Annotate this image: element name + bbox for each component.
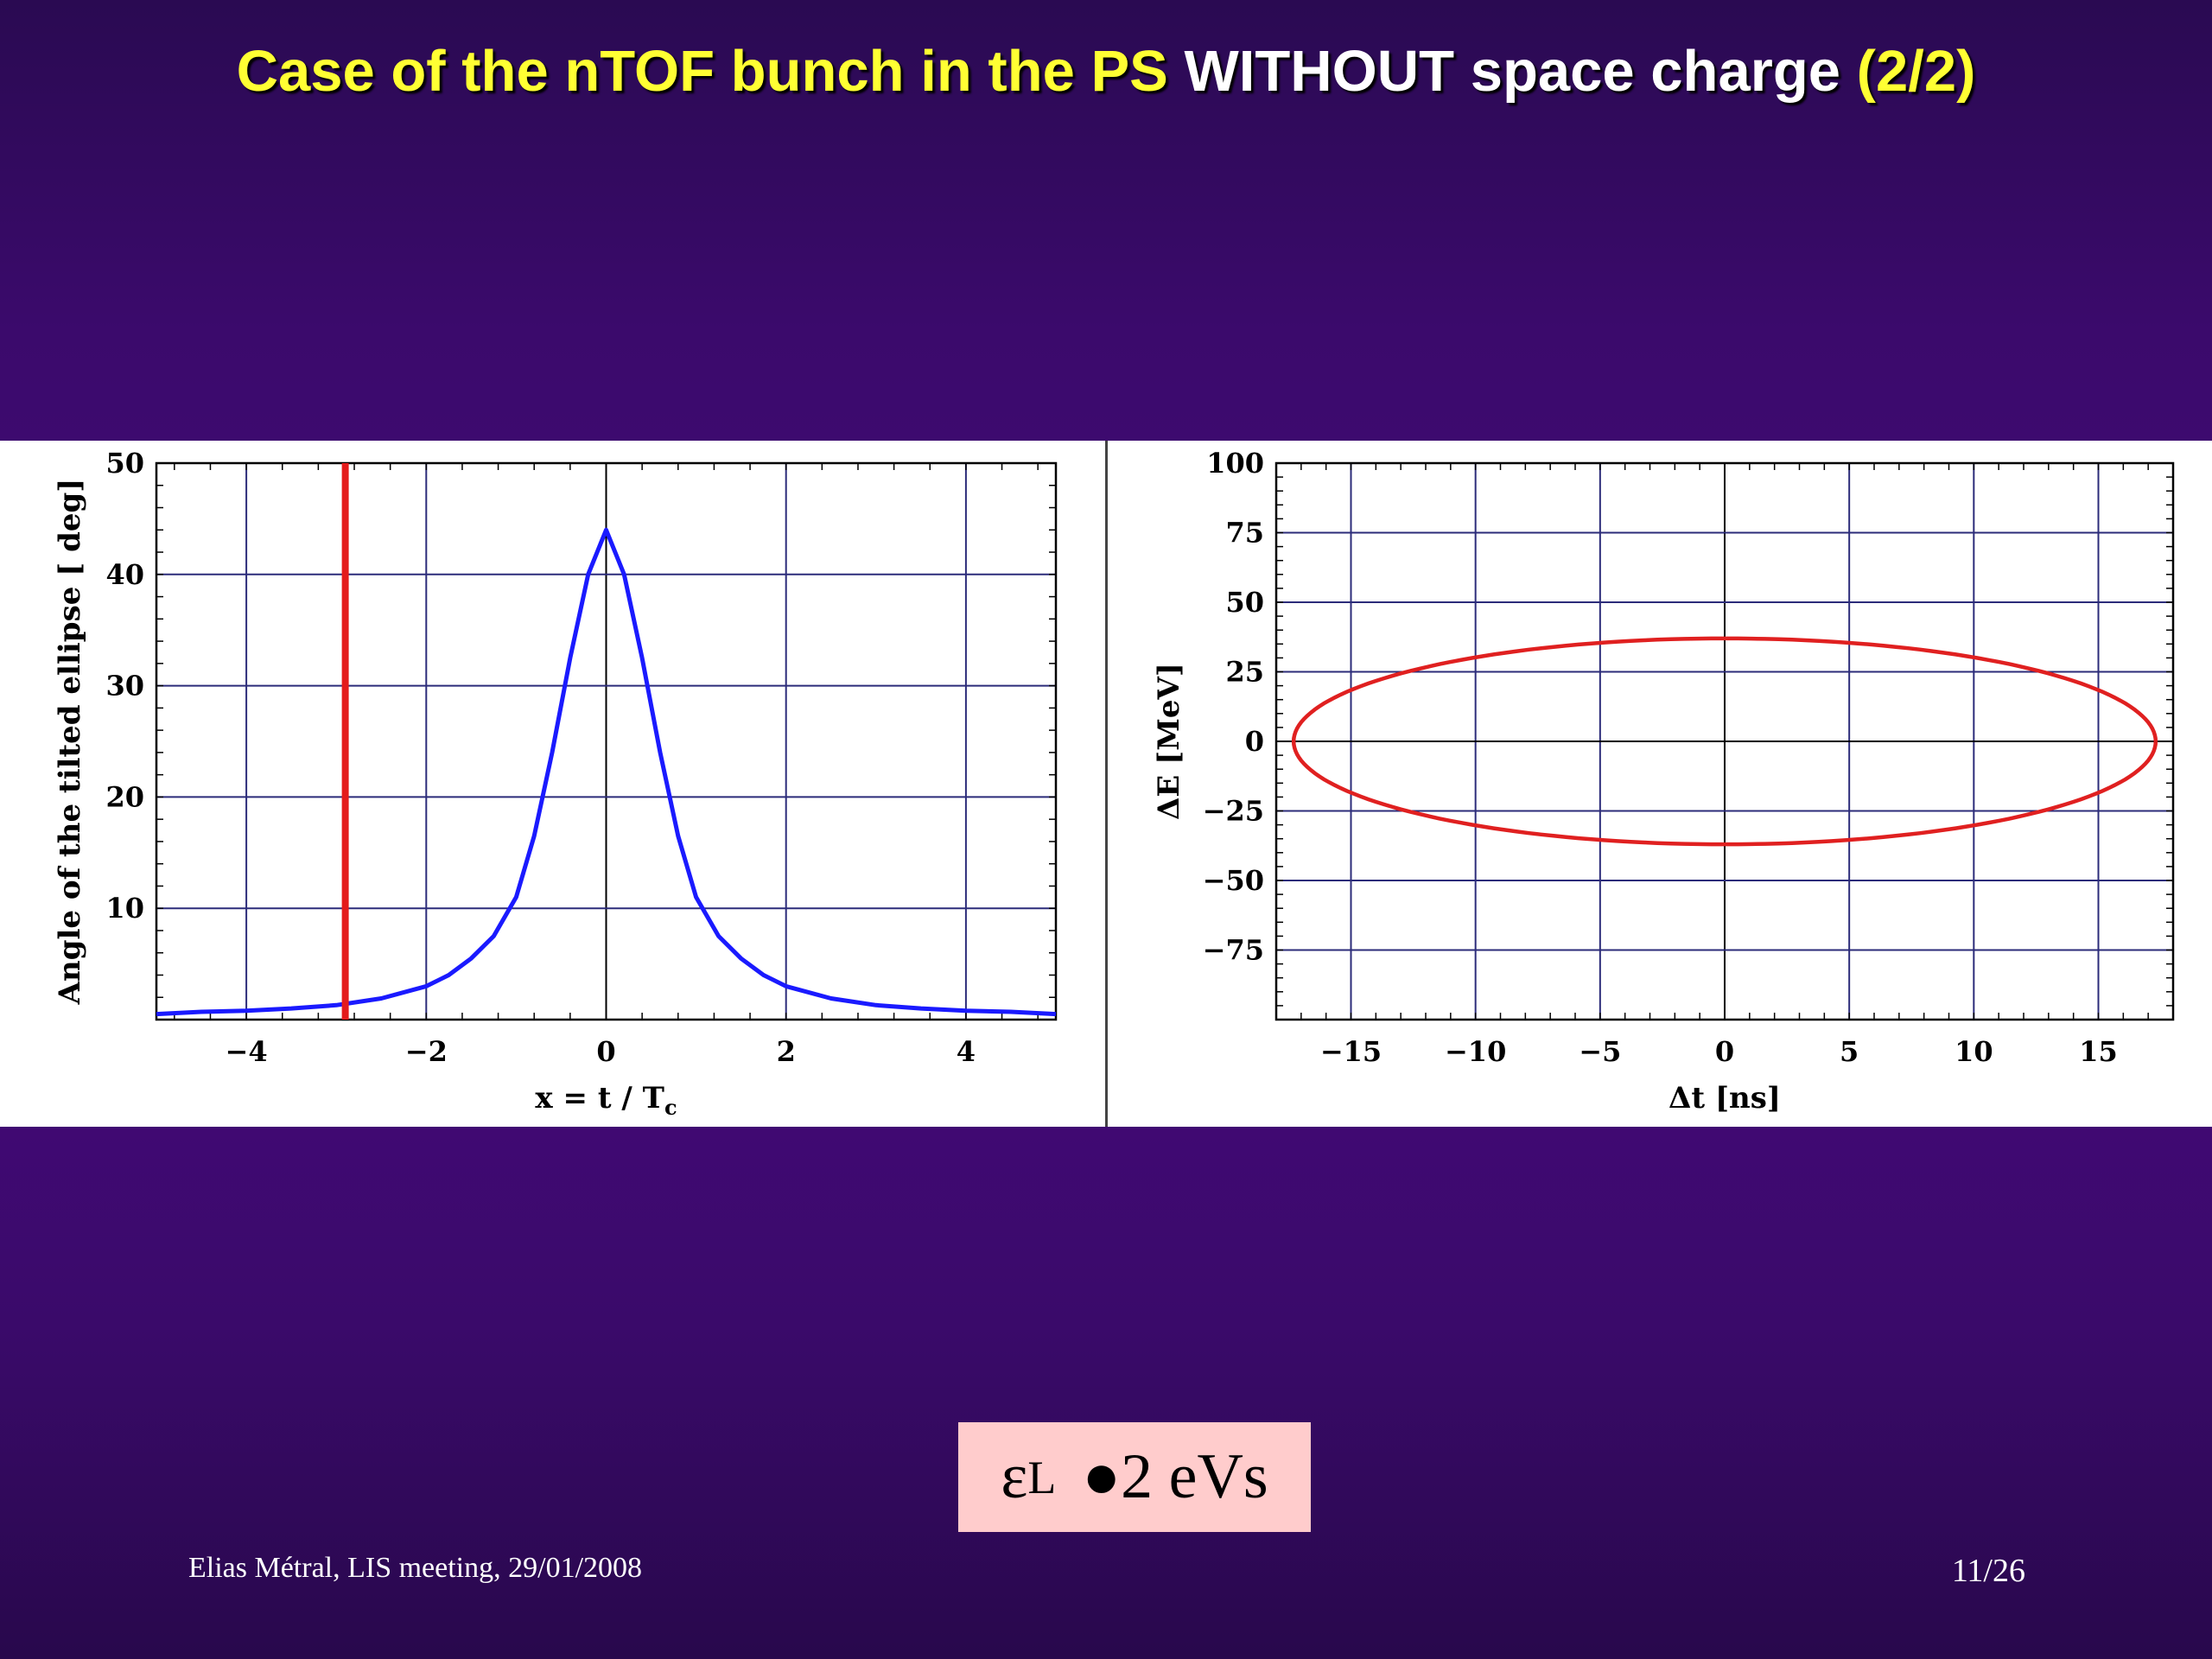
emittance-relation: ● (1082, 1441, 1122, 1512)
x-axis-label: Δt [ns] (1669, 1081, 1781, 1116)
x-tick-label: −15 (1320, 1035, 1382, 1068)
y-tick-label: −50 (1203, 864, 1264, 897)
phase-space-ellipse (1291, 636, 2158, 847)
figure-divider (1105, 441, 1108, 1127)
x-tick-label: −4 (226, 1035, 268, 1068)
footer-author: Elias Métral, LIS meeting, 29/01/2008 (188, 1552, 643, 1584)
y-tick-label: 40 (105, 558, 144, 591)
x-tick-label: −10 (1445, 1035, 1506, 1068)
x-tick-label: 5 (1840, 1035, 1859, 1068)
y-tick-label: 100 (1206, 447, 1264, 480)
x-tick-label: 0 (596, 1035, 615, 1068)
figure-panel: −4 −2 0 2 4 10 20 30 40 50 x = t / Tc Angle of the … (0, 441, 2212, 1127)
y-tick-label: 10 (105, 892, 144, 925)
chart-ellipse-angle: −4 −2 0 2 4 10 20 30 40 50 x = t / Tc Angle of the … (53, 447, 1058, 1120)
y-tick-label: 25 (1225, 656, 1264, 689)
plot-frame (155, 461, 1058, 1021)
y-axis-label: Angle of the tilted ellipse [ deg] (53, 479, 87, 1006)
x-tick-label: −2 (405, 1035, 448, 1068)
y-tick-label: 20 (105, 780, 144, 813)
title-part-2: WITHOUT space charge (1184, 39, 1841, 104)
y-tick-label: 30 (105, 670, 144, 702)
title-part-1: Case of the nTOF bunch in the PS (236, 39, 1168, 104)
x-tick-label: 4 (957, 1035, 976, 1068)
x-tick-label: −5 (1579, 1035, 1621, 1068)
x-tick-label: 2 (777, 1035, 796, 1068)
x-tick-label: 15 (2079, 1035, 2118, 1068)
y-tick-label: 0 (1245, 725, 1264, 758)
x-tick-label: 10 (1955, 1035, 1993, 1068)
x-tick-label: 0 (1715, 1035, 1734, 1068)
emittance-subscript: L (1027, 1451, 1057, 1503)
y-axis-label: ΔE [MeV] (1152, 663, 1186, 820)
page-number: 11/26 (1951, 1553, 2025, 1589)
slide-title: Case of the nTOF bunch in the PS WITHOUT… (0, 38, 2212, 105)
title-part-3: (2/2) (1856, 39, 1976, 104)
ellipse-angle-curve (156, 527, 1057, 1017)
x-axis-label-subscript: c (664, 1095, 677, 1120)
emittance-value: 2 eVs (1121, 1441, 1268, 1512)
y-tick-label: 50 (105, 447, 144, 480)
y-tick-label: 75 (1225, 517, 1264, 550)
y-tick-label: −25 (1203, 795, 1264, 828)
y-tick-label: 50 (1225, 586, 1264, 619)
emittance-symbol: ε (1001, 1441, 1028, 1512)
y-tick-label: −75 (1203, 934, 1264, 967)
x-axis-label: x = t / Tc (535, 1081, 677, 1120)
plot-frame (1274, 461, 2175, 1021)
